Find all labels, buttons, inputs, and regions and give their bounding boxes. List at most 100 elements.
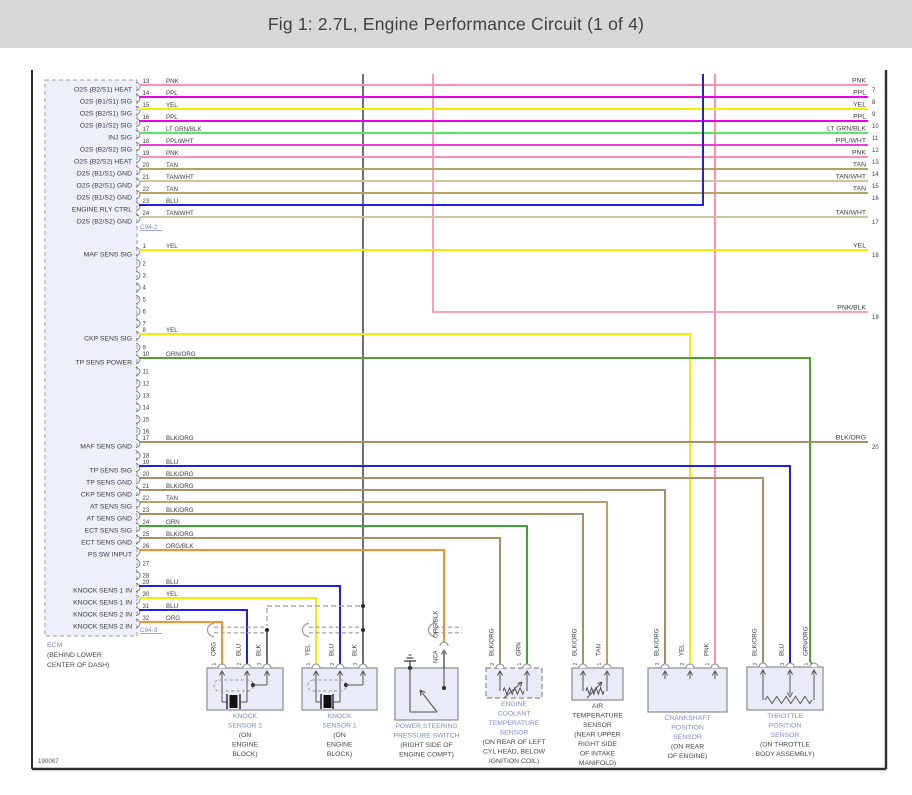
svg-text:O2S (B2/S1) HEAT: O2S (B2/S1) HEAT <box>74 87 132 94</box>
svg-text:1: 1 <box>517 663 523 666</box>
svg-text:BLU: BLU <box>329 644 336 656</box>
svg-text:20: 20 <box>143 163 150 169</box>
svg-text:32: 32 <box>143 616 150 622</box>
svg-text:PNK: PNK <box>166 78 180 85</box>
svg-text:BLK/ORG: BLK/ORG <box>166 471 194 478</box>
svg-text:PNK: PNK <box>852 78 866 85</box>
svg-text:BODY ASSEMBLY): BODY ASSEMBLY) <box>755 751 814 758</box>
svg-text:16: 16 <box>143 430 150 436</box>
svg-text:3: 3 <box>143 274 147 280</box>
svg-text:PNK: PNK <box>704 642 711 656</box>
svg-text:BLOCK): BLOCK) <box>327 751 352 758</box>
svg-text:MAF SENS SIG: MAF SENS SIG <box>84 252 132 259</box>
svg-text:2: 2 <box>330 663 336 666</box>
svg-text:1: 1 <box>597 663 603 666</box>
svg-text:O2S (B1/S1) GND: O2S (B1/S1) GND <box>76 171 132 178</box>
svg-text:LT GRN/BLK: LT GRN/BLK <box>166 126 202 133</box>
svg-text:TAN/WHT: TAN/WHT <box>166 174 194 181</box>
svg-text:21: 21 <box>143 175 150 181</box>
svg-text:7: 7 <box>143 322 147 328</box>
svg-text:19: 19 <box>143 460 150 466</box>
page-title: Fig 1: 2.7L, Engine Performance Circuit … <box>267 13 645 34</box>
svg-text:TAN: TAN <box>166 162 178 169</box>
svg-text:BLOCK): BLOCK) <box>232 751 257 758</box>
svg-text:8: 8 <box>872 100 876 106</box>
svg-text:1: 1 <box>804 663 810 666</box>
svg-text:O2S (B1/S2) SIG: O2S (B1/S2) SIG <box>80 123 132 130</box>
svg-text:(ON REAR: (ON REAR <box>671 744 704 751</box>
svg-text:OF ENGINE): OF ENGINE) <box>668 753 708 760</box>
svg-text:TP SENS GND: TP SENS GND <box>86 480 132 487</box>
svg-text:1: 1 <box>212 663 218 666</box>
svg-text:LT GRN/BLK: LT GRN/BLK <box>827 126 866 133</box>
svg-text:BLK/ORG: BLK/ORG <box>572 628 579 656</box>
svg-text:12: 12 <box>872 148 879 154</box>
svg-text:KNOCK SENS 1 IN: KNOCK SENS 1 IN <box>73 600 132 607</box>
svg-text:TEMPERATURE: TEMPERATURE <box>572 713 623 720</box>
svg-text:PPL/WHT: PPL/WHT <box>166 138 194 145</box>
svg-text:POSITION: POSITION <box>671 725 704 732</box>
svg-text:28: 28 <box>143 574 150 580</box>
svg-text:KNOCK: KNOCK <box>327 713 352 720</box>
svg-text:ECM: ECM <box>47 642 62 649</box>
svg-text:1: 1 <box>306 663 312 666</box>
svg-text:BLU: BLU <box>779 644 786 656</box>
svg-text:GRN/ORG: GRN/ORG <box>166 351 196 358</box>
svg-text:13: 13 <box>143 394 150 400</box>
svg-text:C94-3: C94-3 <box>140 627 158 634</box>
svg-text:INJ SIG: INJ SIG <box>108 135 132 142</box>
svg-text:24: 24 <box>143 520 150 526</box>
svg-text:190087: 190087 <box>38 758 59 765</box>
svg-text:PPL: PPL <box>853 90 866 97</box>
svg-text:1: 1 <box>143 244 147 250</box>
svg-text:18: 18 <box>143 454 150 460</box>
svg-text:10: 10 <box>143 352 150 358</box>
svg-text:BLK: BLK <box>256 643 263 656</box>
svg-text:TP SENS POWER: TP SENS POWER <box>75 360 132 367</box>
svg-text:TAN: TAN <box>596 644 603 656</box>
svg-text:BLK: BLK <box>352 643 359 656</box>
svg-text:(ON: (ON <box>333 732 346 739</box>
svg-text:KNOCK: KNOCK <box>233 713 258 720</box>
svg-text:ORG/BLK: ORG/BLK <box>433 610 440 638</box>
svg-text:SENSOR 2: SENSOR 2 <box>228 723 263 730</box>
svg-text:20: 20 <box>872 445 879 451</box>
svg-text:YEL: YEL <box>166 327 178 334</box>
svg-text:3: 3 <box>257 663 263 666</box>
svg-text:PNK: PNK <box>166 150 180 157</box>
svg-text:ECT SENS SIG: ECT SENS SIG <box>85 528 132 535</box>
svg-text:TEMPERATURE: TEMPERATURE <box>489 720 540 727</box>
svg-text:CENTER OF DASH): CENTER OF DASH) <box>47 662 109 669</box>
svg-text:YEL: YEL <box>166 591 178 598</box>
svg-text:18: 18 <box>143 139 150 145</box>
svg-text:(ON THROTTLE: (ON THROTTLE <box>760 742 811 749</box>
svg-text:KNOCK SENS 2 IN: KNOCK SENS 2 IN <box>73 612 132 619</box>
svg-text:YEL: YEL <box>166 243 178 250</box>
svg-text:SENSOR: SENSOR <box>771 732 800 739</box>
svg-text:5: 5 <box>143 298 147 304</box>
svg-text:POSITION: POSITION <box>769 723 802 730</box>
svg-text:O2S (B2/S2) GND: O2S (B2/S2) GND <box>76 219 132 226</box>
svg-text:MANIFOLD): MANIFOLD) <box>579 760 616 767</box>
svg-text:23: 23 <box>143 199 150 205</box>
svg-text:GRN: GRN <box>166 519 180 526</box>
svg-text:27: 27 <box>143 562 150 568</box>
svg-text:PS SW INPUT: PS SW INPUT <box>88 552 132 559</box>
svg-text:(BEHIND LOWER: (BEHIND LOWER <box>47 652 102 659</box>
svg-text:BLK/ORG: BLK/ORG <box>166 435 194 442</box>
svg-text:19: 19 <box>872 315 879 321</box>
svg-text:PPL: PPL <box>166 114 178 121</box>
svg-text:PRESSURE SWITCH: PRESSURE SWITCH <box>393 733 459 740</box>
svg-text:(RIGHT SIDE OF: (RIGHT SIDE OF <box>400 742 452 749</box>
svg-text:ORG: ORG <box>166 615 180 622</box>
svg-text:2: 2 <box>753 663 759 666</box>
svg-text:BLK/ORG: BLK/ORG <box>166 483 194 490</box>
svg-text:AT SENS GND: AT SENS GND <box>87 516 133 523</box>
svg-text:17: 17 <box>143 127 150 133</box>
svg-text:SENSOR: SENSOR <box>500 730 529 737</box>
svg-text:4: 4 <box>143 286 147 292</box>
svg-text:TAN: TAN <box>853 162 866 169</box>
svg-text:31: 31 <box>143 604 150 610</box>
svg-text:23: 23 <box>143 508 150 514</box>
